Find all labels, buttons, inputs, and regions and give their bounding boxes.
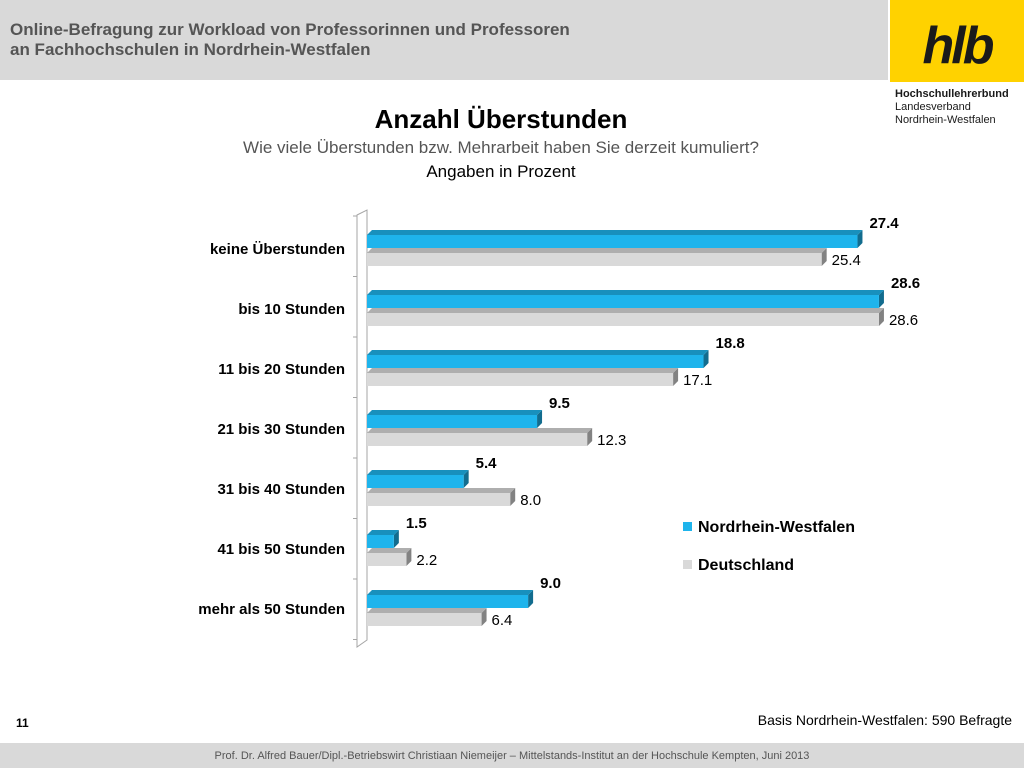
page-number: 11 [16, 716, 29, 730]
bar-top [367, 230, 863, 235]
bar-top [367, 308, 884, 313]
bar-side [537, 410, 543, 428]
bar-nrw [367, 595, 529, 608]
bar-side [510, 488, 516, 506]
bar-deutschland [367, 313, 879, 326]
bar-side [878, 308, 884, 326]
bar-deutschland [367, 553, 407, 566]
bar-top [367, 248, 827, 253]
category-label: 21 bis 30 Stunden [217, 421, 345, 438]
bar-top [367, 350, 709, 355]
org-name-block: Hochschullehrerbund Landesverband Nordrh… [895, 88, 1009, 127]
data-label: 25.4 [832, 252, 861, 269]
bar-deutschland [367, 493, 511, 506]
org-name: Hochschullehrerbund [895, 88, 1009, 100]
category-label: mehr als 50 Stunden [198, 601, 345, 618]
data-label: 8.0 [520, 492, 541, 509]
data-label: 5.4 [476, 455, 498, 472]
bar-side [878, 290, 884, 308]
data-label: 28.6 [891, 275, 920, 292]
bar-side [857, 230, 863, 248]
bar-side [673, 368, 679, 386]
bar-deutschland [367, 253, 822, 266]
bar-top [367, 368, 679, 373]
bar-deutschland [367, 373, 674, 386]
bar-side [587, 428, 593, 446]
category-label: bis 10 Stunden [238, 301, 345, 318]
category-label: 41 bis 50 Stunden [217, 541, 345, 558]
basis-note: Basis Nordrhein-Westfalen: 590 Befragte [757, 712, 1012, 728]
footer-credit: Prof. Dr. Alfred Bauer/Dipl.-Betriebswir… [214, 750, 810, 762]
slide-title: Online-Befragung zur Workload von Profes… [10, 20, 570, 59]
bar-top [367, 488, 516, 493]
bar-side [528, 590, 534, 608]
data-label: 6.4 [492, 612, 513, 629]
bar-side [821, 248, 827, 266]
bar-nrw [367, 355, 704, 368]
legend-label: Deutschland [698, 557, 794, 574]
bar-top [367, 530, 399, 535]
data-label: 9.0 [540, 575, 561, 592]
bar-deutschland [367, 613, 482, 626]
header-band [0, 0, 888, 80]
logo-text: hlb [922, 17, 995, 75]
legend-swatch [683, 522, 692, 531]
bar-nrw [367, 295, 879, 308]
bar-top [367, 470, 469, 475]
data-label: 27.4 [869, 215, 899, 232]
category-label: 31 bis 40 Stunden [217, 481, 345, 498]
hlb-logo: hlb [890, 0, 1024, 82]
bar-chart: keine Überstunden 27.4 25.4 bis 10 Stunden 2… [198, 209, 920, 648]
category-label: 11 bis 20 Stunden [218, 361, 345, 378]
org-line-2: Landesverband [895, 101, 971, 113]
bar-top [367, 548, 412, 553]
bar-side [406, 548, 412, 566]
chart-unit-label: Angaben in Prozent [426, 162, 576, 181]
data-label: 18.8 [716, 335, 745, 352]
data-label: 12.3 [597, 432, 626, 449]
legend-swatch [683, 560, 692, 569]
bar-nrw [367, 535, 394, 548]
bar-deutschland [367, 433, 588, 446]
chart-subtitle: Wie viele Überstunden bzw. Mehrarbeit ha… [243, 138, 759, 157]
chart-title: Anzahl Überstunden [374, 104, 628, 134]
bar-side [703, 350, 709, 368]
bar-nrw [367, 475, 464, 488]
bar-side [393, 530, 399, 548]
org-line-3: Nordrhein-Westfalen [895, 114, 996, 126]
bar-side [463, 470, 469, 488]
bar-nrw [367, 235, 858, 248]
data-label: 2.2 [416, 552, 437, 569]
legend-label: Nordrhein-Westfalen [698, 519, 855, 536]
bar-top [367, 428, 593, 433]
footer-band [0, 743, 1024, 768]
bar-side [481, 608, 487, 626]
data-label: 17.1 [683, 372, 712, 389]
bar-top [367, 608, 487, 613]
data-label: 9.5 [549, 395, 570, 412]
bar-top [367, 290, 884, 295]
axis-wall [356, 209, 368, 648]
bar-nrw [367, 415, 538, 428]
bar-top [367, 590, 534, 595]
data-label: 1.5 [406, 515, 427, 532]
data-label: 28.6 [889, 312, 918, 329]
category-label: keine Überstunden [210, 241, 345, 258]
bar-top [367, 410, 543, 415]
